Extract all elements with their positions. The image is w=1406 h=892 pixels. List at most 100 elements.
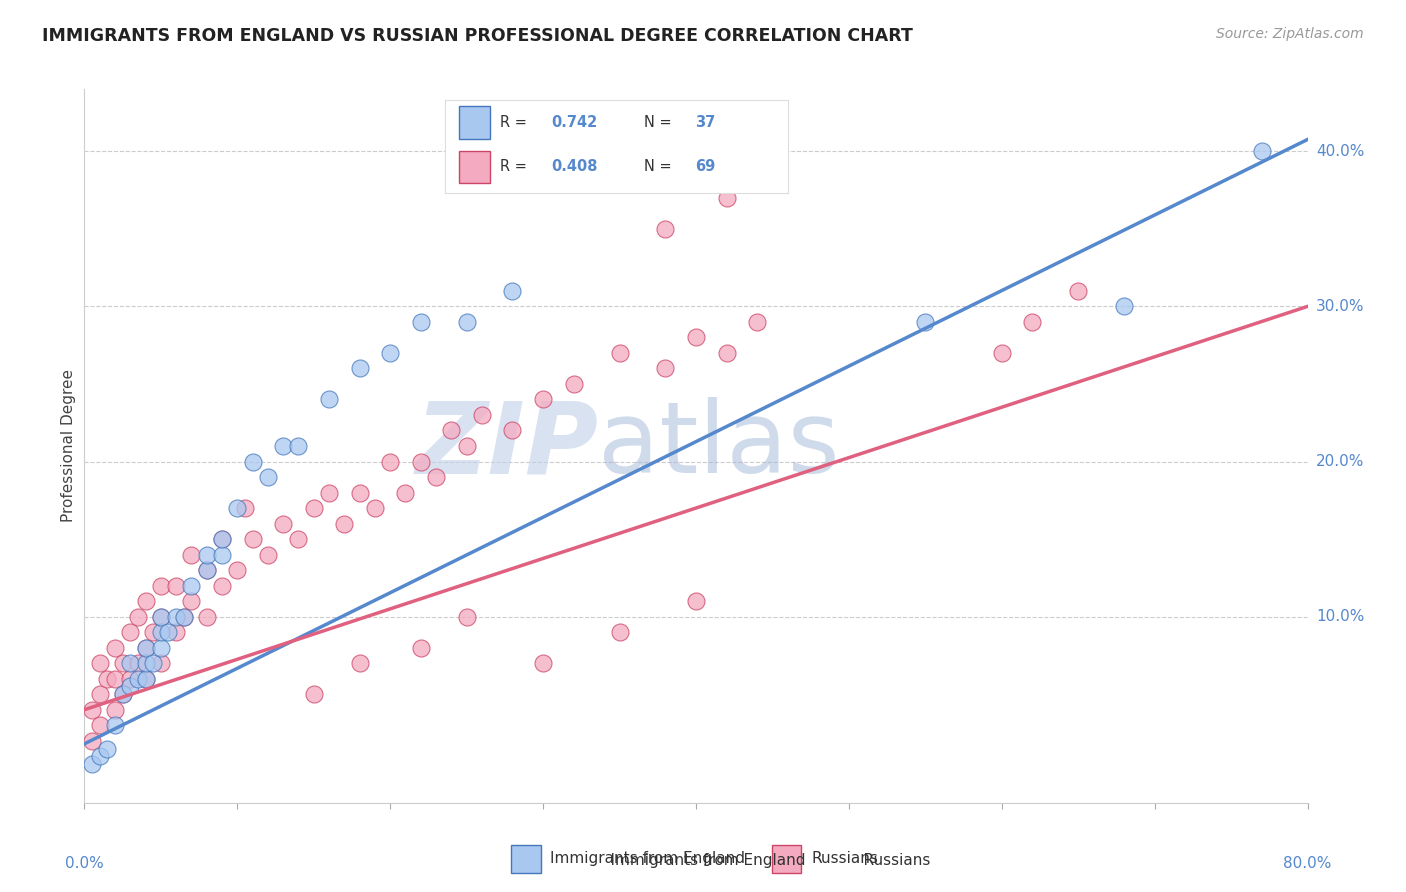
Point — [1250, 145, 1272, 159]
Text: 20.0%: 20.0% — [1316, 454, 1364, 469]
Point — [914, 315, 936, 329]
Point — [149, 656, 172, 670]
Point — [96, 672, 118, 686]
Point — [471, 408, 494, 422]
Point — [165, 625, 187, 640]
Point — [716, 346, 738, 360]
Point — [111, 687, 134, 701]
Point — [747, 315, 769, 329]
Point — [456, 439, 478, 453]
Point — [211, 532, 233, 546]
Point — [456, 609, 478, 624]
Point — [195, 563, 218, 577]
Point — [135, 672, 157, 686]
Point — [349, 485, 371, 500]
Point — [89, 718, 111, 732]
Point — [211, 579, 233, 593]
Text: Source: ZipAtlas.com: Source: ZipAtlas.com — [1216, 27, 1364, 41]
Point — [394, 485, 416, 500]
Point — [287, 532, 309, 546]
Point — [531, 656, 554, 670]
Text: 30.0%: 30.0% — [1316, 299, 1364, 314]
Text: atlas: atlas — [598, 398, 839, 494]
Point — [302, 501, 325, 516]
Point — [173, 609, 195, 624]
Point — [195, 609, 218, 624]
Point — [180, 594, 202, 608]
Point — [195, 548, 218, 562]
Point — [654, 222, 676, 236]
Point — [157, 625, 180, 640]
Point — [562, 376, 585, 391]
Point — [149, 640, 172, 655]
Point — [120, 625, 142, 640]
Point — [302, 687, 325, 701]
Point — [149, 625, 172, 640]
Point — [349, 361, 371, 376]
Point — [440, 424, 463, 438]
Text: Immigrants from England: Immigrants from England — [550, 851, 745, 866]
Point — [165, 579, 187, 593]
Point — [409, 454, 432, 468]
Point — [685, 594, 707, 608]
Y-axis label: Professional Degree: Professional Degree — [60, 369, 76, 523]
Point — [242, 454, 264, 468]
Point — [135, 672, 157, 686]
Point — [96, 741, 118, 756]
Point — [349, 656, 371, 670]
Text: 10.0%: 10.0% — [1316, 609, 1364, 624]
Point — [149, 609, 172, 624]
Point — [180, 548, 202, 562]
Text: 40.0%: 40.0% — [1316, 144, 1364, 159]
Point — [233, 501, 256, 516]
Point — [111, 656, 134, 670]
Text: Immigrants from England: Immigrants from England — [591, 854, 806, 868]
Point — [226, 563, 249, 577]
Point — [195, 563, 218, 577]
Point — [318, 485, 340, 500]
Point — [364, 501, 387, 516]
Point — [380, 454, 402, 468]
Point — [531, 392, 554, 407]
Point — [135, 656, 157, 670]
Point — [120, 672, 142, 686]
Point — [111, 687, 134, 701]
Bar — [512, 845, 540, 872]
Point — [104, 672, 127, 686]
Point — [180, 579, 202, 593]
Point — [80, 703, 103, 717]
Point — [89, 656, 111, 670]
Point — [502, 284, 524, 298]
Point — [409, 640, 432, 655]
Point — [173, 609, 195, 624]
Bar — [772, 845, 801, 872]
Point — [1021, 315, 1043, 329]
Point — [165, 609, 187, 624]
Point — [242, 532, 264, 546]
Point — [226, 501, 249, 516]
Point — [1114, 299, 1136, 313]
Point — [89, 687, 111, 701]
Point — [456, 315, 478, 329]
Point — [271, 516, 294, 531]
Point — [135, 594, 157, 608]
Text: 80.0%: 80.0% — [1284, 856, 1331, 871]
Point — [149, 579, 172, 593]
Point — [89, 749, 111, 764]
Point — [135, 640, 157, 655]
Point — [149, 609, 172, 624]
Point — [104, 718, 127, 732]
Point — [380, 346, 402, 360]
Point — [127, 609, 149, 624]
Point — [104, 640, 127, 655]
Point — [257, 548, 280, 562]
Point — [142, 656, 165, 670]
Text: IMMIGRANTS FROM ENGLAND VS RUSSIAN PROFESSIONAL DEGREE CORRELATION CHART: IMMIGRANTS FROM ENGLAND VS RUSSIAN PROFE… — [42, 27, 912, 45]
Point — [127, 672, 149, 686]
Point — [318, 392, 340, 407]
Point — [80, 757, 103, 772]
Point — [127, 656, 149, 670]
Point — [80, 733, 103, 747]
Text: Russians: Russians — [844, 854, 929, 868]
Point — [287, 439, 309, 453]
